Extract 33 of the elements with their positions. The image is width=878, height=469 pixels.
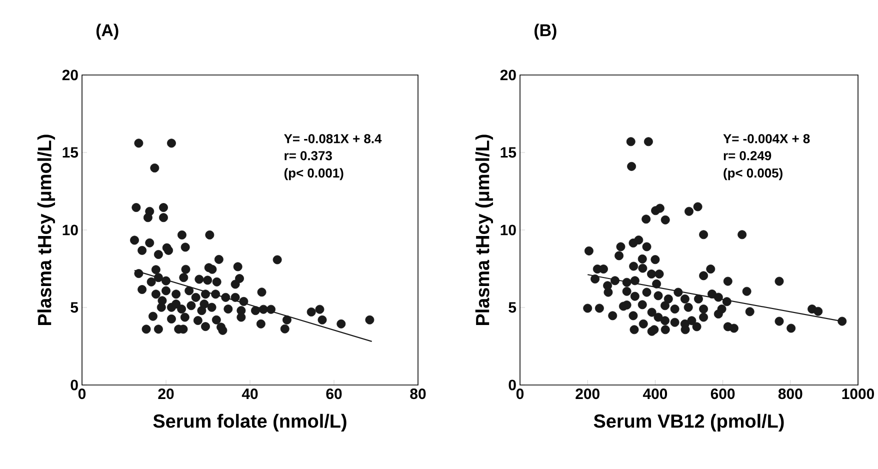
x-tick-label: 20 [158,388,174,400]
annotation: (p< 0.001) [284,168,344,180]
y-tick-label: 5 [508,302,516,313]
y-tick-label: 10 [500,224,516,236]
x-tick-label: 400 [642,388,668,400]
x-axis-title: Serum VB12 (pmol/L) [594,414,784,432]
y-axis-title: Plasma tHcy (μmol/L) [475,134,494,325]
x-tick-label: 1000 [842,388,874,400]
x-tick-label: 60 [326,388,342,400]
x-tick-label: 80 [410,388,426,400]
y-tick-label: 20 [62,70,78,80]
annotation: Y= -0.004X + 8 [723,134,810,144]
x-tick-label: 200 [576,388,600,400]
y-tick-label: 0 [70,380,78,390]
annotation: r= 0.373 [284,151,332,160]
x-tick-label: 600 [710,388,735,400]
y-axis-title: Plasma tHcy (μmol/L) [37,134,56,325]
chart-title: (B) [534,24,556,40]
annotation: (p< 0.005) [724,168,782,180]
y-tick-label: 20 [500,70,516,80]
annotation: Y= -0.081X + 8.4 [284,134,382,144]
annotation: r= 0.249 [724,151,772,160]
y-tick-label: 10 [62,224,78,236]
y-tick-label: 5 [70,302,78,313]
chart-title: (A) [96,24,118,40]
x-tick-label: 40 [242,388,258,400]
y-tick-label: 0 [508,380,516,390]
x-tick-label: 0 [78,388,86,400]
x-tick-label: 0 [516,388,524,400]
y-tick-label: 15 [62,147,78,158]
y-tick-label: 15 [500,147,516,158]
x-tick-label: 800 [778,388,802,400]
x-axis-title: Serum folate (nmol/L) [153,414,346,432]
